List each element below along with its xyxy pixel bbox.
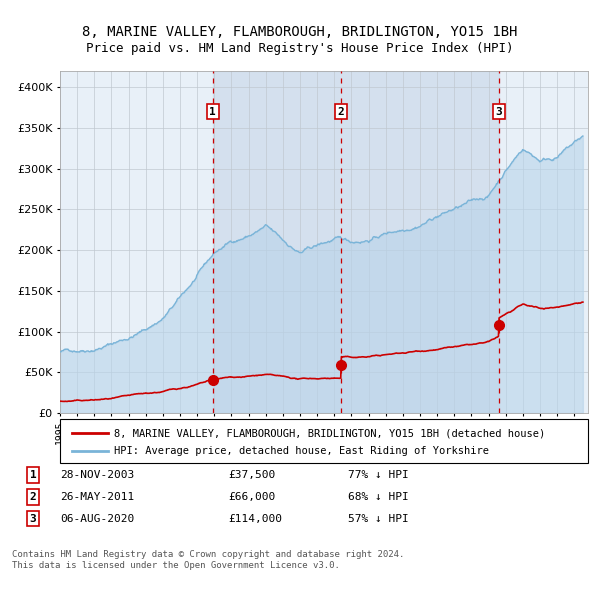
Text: £66,000: £66,000 [228, 492, 275, 502]
Text: 28-NOV-2003: 28-NOV-2003 [60, 470, 134, 480]
Text: 3: 3 [29, 514, 37, 523]
Text: Price paid vs. HM Land Registry's House Price Index (HPI): Price paid vs. HM Land Registry's House … [86, 42, 514, 55]
Text: 2: 2 [338, 107, 344, 117]
Text: 57% ↓ HPI: 57% ↓ HPI [348, 514, 409, 523]
Text: 1: 1 [209, 107, 216, 117]
Text: 06-AUG-2020: 06-AUG-2020 [60, 514, 134, 523]
Bar [213, 71, 499, 413]
Text: 2: 2 [29, 492, 37, 502]
Text: 1: 1 [29, 470, 37, 480]
Text: 68% ↓ HPI: 68% ↓ HPI [348, 492, 409, 502]
Text: 3: 3 [496, 107, 502, 117]
Text: 8, MARINE VALLEY, FLAMBOROUGH, BRIDLINGTON, YO15 1BH: 8, MARINE VALLEY, FLAMBOROUGH, BRIDLINGT… [82, 25, 518, 40]
Text: This data is licensed under the Open Government Licence v3.0.: This data is licensed under the Open Gov… [12, 560, 340, 570]
Text: 8, MARINE VALLEY, FLAMBOROUGH, BRIDLINGTON, YO15 1BH (detached house): 8, MARINE VALLEY, FLAMBOROUGH, BRIDLINGT… [114, 428, 545, 438]
Text: Contains HM Land Registry data © Crown copyright and database right 2024.: Contains HM Land Registry data © Crown c… [12, 550, 404, 559]
Text: HPI: Average price, detached house, East Riding of Yorkshire: HPI: Average price, detached house, East… [114, 446, 489, 455]
Text: 26-MAY-2011: 26-MAY-2011 [60, 492, 134, 502]
Text: £114,000: £114,000 [228, 514, 282, 523]
Text: £37,500: £37,500 [228, 470, 275, 480]
Text: 77% ↓ HPI: 77% ↓ HPI [348, 470, 409, 480]
